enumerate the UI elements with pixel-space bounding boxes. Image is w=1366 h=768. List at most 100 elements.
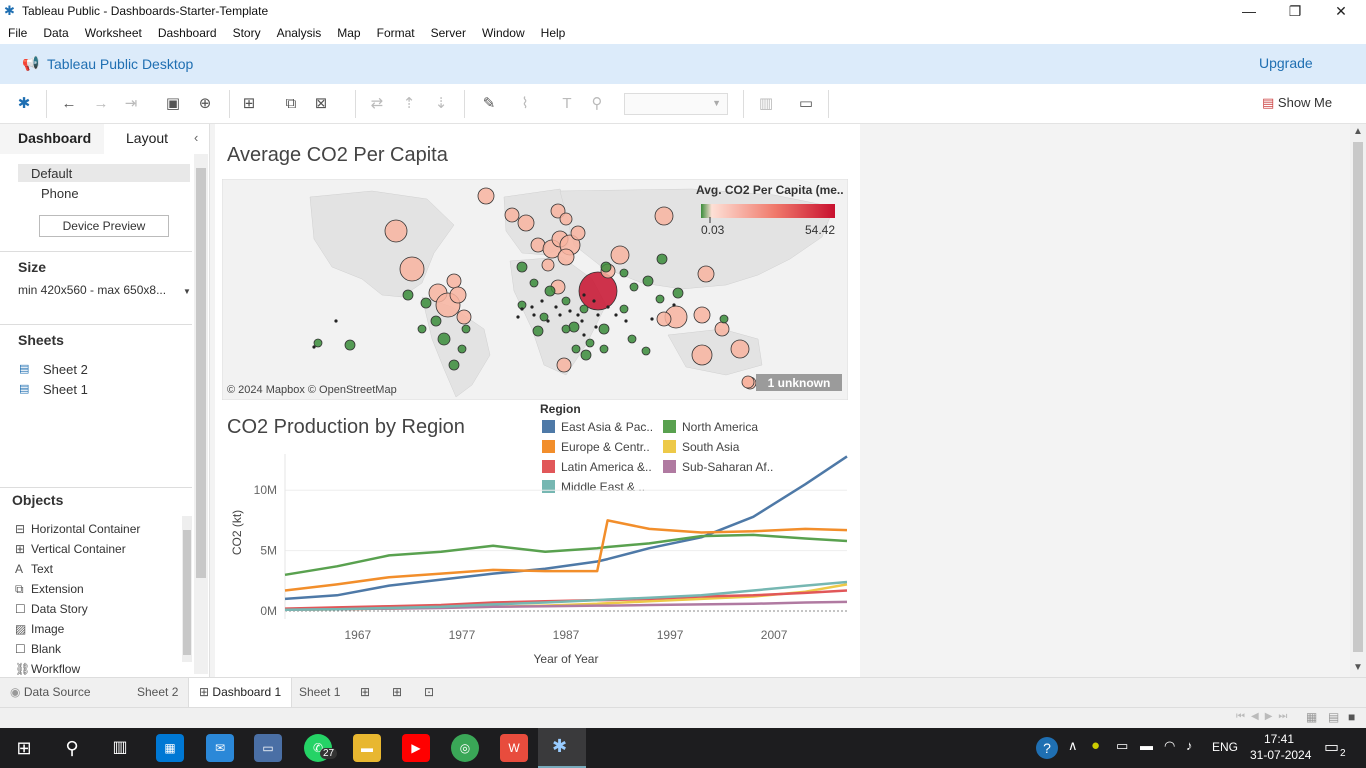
map-point[interactable] (334, 319, 338, 323)
highlight-icon[interactable]: ✎ (482, 95, 496, 112)
map-bubble[interactable] (600, 261, 612, 273)
map-bubble[interactable] (399, 256, 425, 282)
map-point[interactable] (614, 313, 618, 317)
object-vertical-container[interactable]: ⊞ Vertical Container (15, 542, 126, 556)
chevron-up-icon[interactable]: ∧ (1068, 738, 1078, 753)
menu-dashboard[interactable]: Dashboard (157, 26, 217, 40)
map-point[interactable] (650, 317, 654, 321)
menu-story[interactable]: Story (232, 26, 261, 40)
map-bubble[interactable] (655, 294, 665, 304)
fit-dropdown[interactable]: ▼ (624, 93, 728, 115)
map-bubble[interactable] (461, 324, 471, 334)
map-bubble[interactable] (568, 321, 580, 333)
restore-button[interactable]: ❐ (1288, 3, 1302, 19)
legend-item[interactable]: Sub-Saharan Af.. (663, 460, 773, 474)
help-icon[interactable]: ? (1036, 737, 1058, 759)
map-bubble[interactable] (691, 344, 713, 366)
map-bubble[interactable] (420, 297, 432, 309)
map-bubble[interactable] (313, 338, 323, 348)
device-preview-button[interactable]: Device Preview (39, 215, 169, 237)
map-bubble[interactable] (627, 334, 637, 344)
map-point[interactable] (596, 313, 600, 317)
group-icon[interactable]: ⌇ (521, 95, 529, 112)
menu-worksheet[interactable]: Worksheet (84, 26, 142, 40)
map-point[interactable] (540, 299, 544, 303)
volume-icon[interactable]: ♪ (1186, 738, 1193, 753)
map-bubble[interactable] (384, 219, 408, 243)
wps-icon[interactable]: W (500, 734, 528, 762)
new-story-tab-icon[interactable]: ⊡ (424, 685, 435, 699)
new-dashboard-tab-icon[interactable]: ⊞ (392, 685, 403, 699)
meet-icon[interactable]: ▭ (1116, 738, 1129, 753)
sheet-nav-arrows-icon[interactable]: ⏮◀▶⏭ (1236, 711, 1294, 722)
map-bubble[interactable] (629, 282, 639, 292)
map-bubble[interactable] (580, 349, 592, 361)
filmstrip-icon[interactable]: ▤ (1328, 710, 1340, 724)
notifications-icon[interactable]: ▭ (1324, 739, 1340, 756)
computer-icon[interactable]: ▭ (254, 734, 282, 762)
co2-line-chart[interactable]: 0M 5M 10M 1967 1977 1987 1997 2007 Year of Year C… (215, 444, 855, 669)
series-line[interactable] (284, 455, 848, 601)
unknown-bubble[interactable] (741, 375, 755, 389)
map-bubble[interactable] (619, 304, 629, 314)
unknown-badge[interactable] (756, 374, 842, 391)
close-button[interactable]: ✕ (1335, 3, 1347, 19)
legend-item[interactable]: South Asia (663, 440, 739, 454)
replay-icon[interactable]: ⇥ (124, 95, 138, 112)
map-bubble[interactable] (693, 306, 711, 324)
map-bubble[interactable] (457, 344, 467, 354)
map-bubble[interactable] (719, 314, 729, 324)
swap-icon[interactable]: ⇄ (370, 95, 384, 112)
map-bubble[interactable] (448, 359, 460, 371)
map-bubble[interactable] (449, 286, 467, 304)
map-bubble[interactable] (579, 304, 589, 314)
map-bubble[interactable] (529, 278, 539, 288)
map-bubble[interactable] (599, 344, 609, 354)
show-cards-icon[interactable]: ▥ (758, 95, 774, 112)
map-bubble[interactable] (559, 212, 573, 226)
map-bubble[interactable] (541, 258, 555, 272)
menu-window[interactable]: Window (481, 26, 525, 40)
map-point[interactable] (558, 313, 562, 317)
store-icon[interactable]: ▦ (156, 734, 184, 762)
map-bubble[interactable] (672, 287, 684, 299)
map-point[interactable] (532, 313, 536, 317)
map-point[interactable] (624, 319, 628, 323)
map-bubble[interactable] (641, 346, 651, 356)
map-bubble[interactable] (561, 324, 571, 334)
map-point[interactable] (568, 309, 572, 313)
map-bubble[interactable] (714, 321, 730, 337)
map-bubble[interactable] (561, 296, 571, 306)
tab-layout[interactable]: Layout (126, 130, 169, 146)
canvas-scrollbar[interactable]: ▲ ▼ (1350, 124, 1366, 677)
sheet-item-sheet-1[interactable]: Sheet 1 (43, 382, 88, 397)
undo-icon[interactable]: ← (61, 95, 77, 112)
map-bubble[interactable] (417, 324, 427, 334)
canvas-scroll-thumb[interactable] (1353, 142, 1363, 652)
map-bubble[interactable] (619, 268, 629, 278)
pane-scroll-thumb[interactable] (196, 168, 206, 578)
sheet-sorter-icon[interactable]: ▦ (1306, 710, 1318, 724)
tab-dashboard[interactable]: Dashboard (18, 130, 92, 146)
device-default[interactable]: Default (31, 166, 73, 181)
clock-date[interactable]: 31-07-2024 (1250, 748, 1312, 762)
object-data-story[interactable]: ☐ Data Story (15, 602, 88, 616)
map-bubble[interactable] (697, 265, 715, 283)
youtube-icon[interactable]: ▶ (402, 734, 430, 762)
tab-dashboard-1[interactable]: ⊞ Dashboard 1 (188, 678, 293, 708)
sheet-item-sheet-2[interactable]: Sheet 2 (43, 362, 88, 377)
map-bubble[interactable] (570, 225, 586, 241)
object-text[interactable]: A Text (15, 562, 54, 576)
tab-sheet-1[interactable]: Sheet 1 (299, 685, 341, 699)
map-point[interactable] (516, 315, 520, 319)
pin-icon[interactable]: ⚲ (591, 95, 603, 112)
objects-scrollbar[interactable] (182, 516, 192, 662)
sort-ascending-icon[interactable]: ⇡ (402, 95, 416, 112)
map-bubble[interactable] (539, 312, 549, 322)
map-bubble[interactable] (730, 339, 750, 359)
map-bubble[interactable] (642, 275, 654, 287)
map-bubble[interactable] (437, 332, 451, 346)
redo-icon[interactable]: → (93, 95, 109, 112)
menu-map[interactable]: Map (337, 26, 361, 40)
object-image[interactable]: ▨ Image (15, 622, 65, 636)
